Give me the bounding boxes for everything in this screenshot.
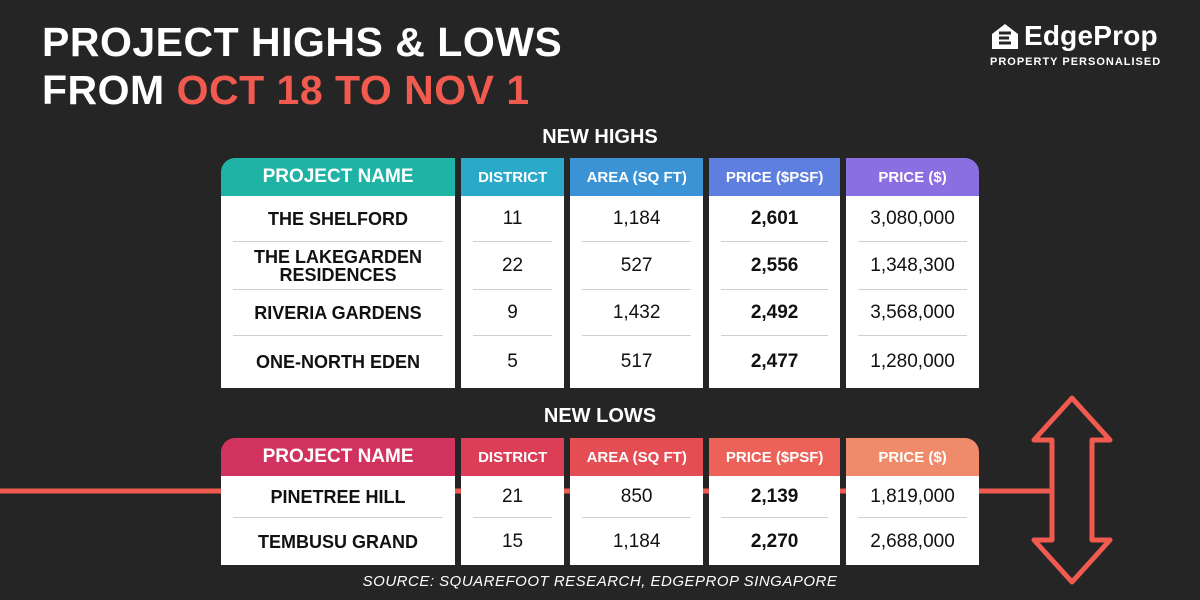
highs-label: NEW HIGHS bbox=[542, 126, 658, 148]
lows-header-price-psf: PRICE ($PSF) bbox=[709, 438, 841, 476]
highs-header-price-psf: PRICE ($PSF) bbox=[709, 158, 841, 196]
headline-line1: PROJECT HIGHS & LOWS bbox=[42, 19, 563, 65]
lows-column-price-psf: 2,139 2,270 bbox=[709, 476, 841, 565]
highs-header-project-name: PROJECT NAME bbox=[221, 158, 456, 196]
lows-header-district: DISTRICT bbox=[461, 438, 565, 476]
lows-cell-project-name: PINETREE HILL bbox=[233, 476, 443, 518]
highs-column-project-name: THE SHELFORD THE LAKEGARDEN RESIDENCES RIV… bbox=[221, 196, 455, 388]
lows-column-area: 850 1,184 bbox=[570, 476, 704, 565]
lows-cell-price: 1,819,000 bbox=[858, 476, 967, 518]
highs-cell-area: 1,184 bbox=[582, 196, 692, 242]
highs-cell-project-name: THE LAKEGARDEN RESIDENCES bbox=[233, 242, 443, 290]
lows-cell-area: 850 bbox=[582, 476, 692, 518]
headline-prefix: FROM bbox=[42, 67, 177, 113]
logo-tagline: PROPERTY PERSONALISED bbox=[990, 56, 1162, 68]
lows-column-district: 21 15 bbox=[460, 476, 565, 565]
highs-cell-project-name: THE SHELFORD bbox=[233, 196, 443, 242]
highs-table: PROJECT NAME DISTRICT AREA (SQ FT) PRICE ($… bbox=[221, 158, 979, 388]
lows-cell-price: 2,688,000 bbox=[870, 530, 955, 552]
headline: PROJECT HIGHS & LOWS FROM OCT 18 TO NOV … bbox=[42, 18, 562, 114]
highs-cell-district: 9 bbox=[472, 290, 553, 336]
lows-header-area: AREA (SQ FT) bbox=[570, 438, 704, 476]
highs-cell-project-name: RIVERIA GARDENS bbox=[233, 290, 443, 336]
highs-cell-price-psf: 2,477 bbox=[750, 351, 799, 372]
highs-column-price: 3,080,000 1,348,300 3,568,000 1,280,000 bbox=[846, 196, 979, 388]
lows-header-project-name: PROJECT NAME bbox=[221, 438, 456, 476]
highs-cell-district: 5 bbox=[507, 351, 518, 372]
highs-header-district: DISTRICT bbox=[461, 158, 565, 196]
headline-line2: FROM OCT 18 TO NOV 1 bbox=[42, 66, 562, 114]
highs-header-price: PRICE ($) bbox=[846, 158, 979, 196]
lows-header-row: PROJECT NAME DISTRICT AREA (SQ FT) PRICE ($… bbox=[221, 438, 979, 476]
highs-cell-area: 1,432 bbox=[582, 290, 692, 336]
lows-cell-area: 1,184 bbox=[612, 530, 661, 552]
lows-table: PROJECT NAME DISTRICT AREA (SQ FT) PRICE ($… bbox=[221, 438, 979, 565]
lows-cell-price-psf: 2,139 bbox=[721, 476, 829, 518]
highs-cell-price: 1,348,300 bbox=[858, 242, 967, 290]
lows-body: PINETREE HILL TEMBUSU GRAND 21 15 850 1,184 2,… bbox=[221, 476, 979, 565]
highs-cell-price-psf: 2,601 bbox=[721, 196, 829, 242]
source-note: SOURCE: SQUAREFOOT RESEARCH, EDGEPROP SI… bbox=[362, 573, 838, 590]
lows-header-price: PRICE ($) bbox=[846, 438, 979, 476]
logo-name: EdgeProp bbox=[1024, 20, 1158, 51]
highs-body: THE SHELFORD THE LAKEGARDEN RESIDENCES RIV… bbox=[221, 196, 979, 388]
lows-cell-price-psf: 2,270 bbox=[750, 530, 799, 552]
highs-cell-price: 3,080,000 bbox=[858, 196, 967, 242]
highs-column-district: 11 22 9 5 bbox=[460, 196, 565, 388]
lows-cell-district: 15 bbox=[501, 530, 524, 552]
lows-column-price: 1,819,000 2,688,000 bbox=[846, 476, 979, 565]
highs-cell-district: 11 bbox=[472, 196, 553, 242]
highs-cell-price-psf: 2,556 bbox=[721, 242, 829, 290]
highs-cell-price: 1,280,000 bbox=[870, 351, 955, 372]
highs-cell-price-psf: 2,492 bbox=[721, 290, 829, 336]
edgeprop-logo: EdgeProp PROPERTY PERSONALISED bbox=[990, 20, 1165, 68]
highs-header-row: PROJECT NAME DISTRICT AREA (SQ FT) PRICE ($… bbox=[221, 158, 979, 196]
highs-cell-project-name: ONE-NORTH EDEN bbox=[255, 352, 420, 372]
highs-cell-area: 527 bbox=[582, 242, 692, 290]
highs-cell-district: 22 bbox=[472, 242, 553, 290]
house-icon bbox=[992, 24, 1018, 49]
highs-column-price-psf: 2,601 2,556 2,492 2,477 bbox=[709, 196, 841, 388]
lows-cell-project-name: TEMBUSU GRAND bbox=[257, 531, 418, 552]
lows-column-project-name: PINETREE HILL TEMBUSU GRAND bbox=[221, 476, 455, 565]
highs-cell-price: 3,568,000 bbox=[858, 290, 967, 336]
headline-date-range: OCT 18 TO NOV 1 bbox=[176, 67, 530, 113]
highs-header-area: AREA (SQ FT) bbox=[570, 158, 704, 196]
highs-column-area: 1,184 527 1,432 517 bbox=[570, 196, 704, 388]
highs-cell-area: 517 bbox=[620, 351, 653, 372]
lows-label: NEW LOWS bbox=[543, 405, 657, 427]
lows-cell-district: 21 bbox=[472, 476, 553, 518]
